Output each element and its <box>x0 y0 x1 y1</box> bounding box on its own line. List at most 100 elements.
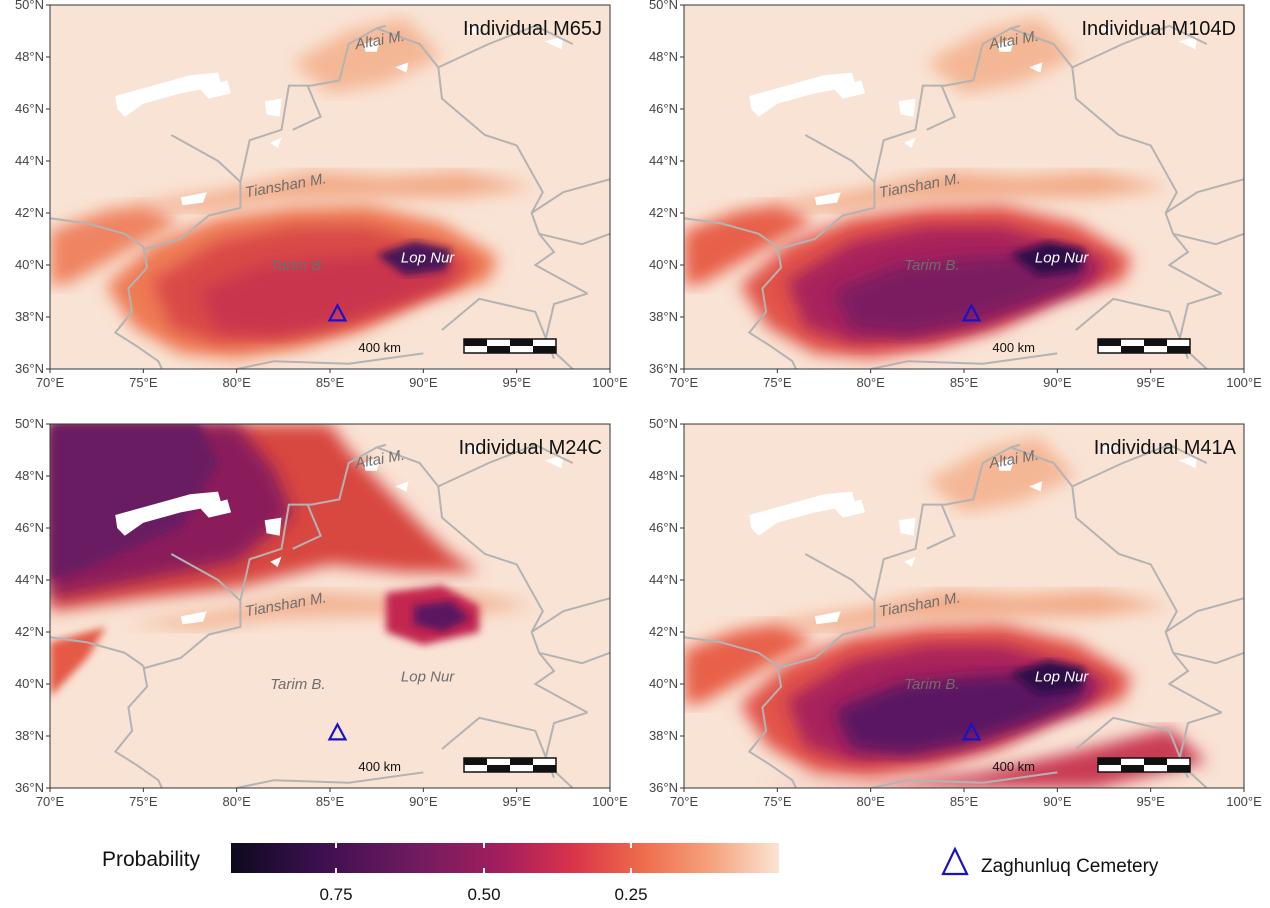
lake-area <box>1029 481 1043 492</box>
panel-title: Individual M65J <box>463 18 602 40</box>
x-tick-label: 70°E <box>36 375 65 390</box>
cemetery-marker <box>961 303 982 322</box>
x-tick-label: 100°E <box>1226 375 1262 390</box>
x-tick-label: 100°E <box>592 375 628 390</box>
scale-bar-segment <box>1167 765 1190 772</box>
lake-area <box>814 192 841 206</box>
x-tick-label: 100°E <box>592 794 628 809</box>
x-tick-label: 85°E <box>950 794 979 809</box>
lake-area <box>180 611 207 625</box>
y-tick-label: 36°N <box>15 780 44 795</box>
lake-area <box>544 36 564 50</box>
place-label-tarim: Tarim B. <box>904 676 959 693</box>
y-tick-label: 40°N <box>649 257 678 272</box>
border-line <box>531 597 610 633</box>
place-label-lopnur: Lop Nur <box>401 249 455 266</box>
y-tick-label: 46°N <box>15 101 44 116</box>
border-line <box>538 651 610 665</box>
y-tick-label: 40°N <box>649 676 678 691</box>
colorbar-tick-label: 0.25 <box>614 885 647 904</box>
lake-area <box>395 62 409 73</box>
lake-area <box>264 98 282 117</box>
scale-bar-segment <box>1098 758 1121 765</box>
border-line <box>543 711 588 788</box>
lake-area <box>904 556 916 567</box>
scale-bar: 400 km <box>358 757 557 774</box>
lake-area <box>199 499 232 518</box>
lake-area <box>180 192 207 206</box>
x-tick-label: 70°E <box>36 794 65 809</box>
scale-bar-segment <box>510 339 533 346</box>
y-tick-label: 42°N <box>15 624 44 639</box>
place-label-lopnur: Lop Nur <box>401 668 455 685</box>
x-tick-label: 75°E <box>763 375 792 390</box>
border-line <box>1075 716 1189 778</box>
colorbar-tick-label: 0.50 <box>467 885 500 904</box>
map-panel-m41a: Altai M.Tianshan M.Tarim B. Lop NurIndivi… <box>649 416 1262 809</box>
lake-area <box>749 491 856 536</box>
altai-zone <box>926 18 1076 94</box>
place-label-tarim: Tarim B. <box>904 257 959 274</box>
x-tick-label: 80°E <box>856 794 885 809</box>
border-line <box>376 27 589 295</box>
border-line <box>292 85 322 131</box>
border-line <box>236 771 424 788</box>
border-line <box>376 446 589 714</box>
lake-area <box>1100 444 1116 456</box>
lake-area <box>115 72 222 117</box>
raster-layer: Altai M.Tianshan M.Tarim B. Lop NurIndivi… <box>684 5 1244 369</box>
scale-bar-segment <box>1098 339 1121 346</box>
border-line <box>1071 443 1208 488</box>
border-line <box>804 134 876 183</box>
y-tick-label: 38°N <box>649 309 678 324</box>
probability-core-dark <box>50 424 218 580</box>
border-line <box>441 716 555 778</box>
place-label-lopnur: Lop Nur <box>1035 668 1089 685</box>
lake-area <box>270 556 282 567</box>
map-panel-m65j: Altai M.Tianshan M.Tarim B. Lop NurIndivi… <box>15 0 628 390</box>
x-tick-label: 90°E <box>1043 375 1072 390</box>
cemetery-marker <box>327 303 348 322</box>
altai-zone <box>292 18 442 94</box>
place-label-lopnur: Lop Nur <box>1035 249 1089 266</box>
lopnur-core <box>1010 660 1086 695</box>
x-tick-label: 95°E <box>502 794 531 809</box>
border-line <box>170 134 242 183</box>
lopnur-core <box>1010 241 1086 276</box>
scale-bar-segment <box>1121 765 1144 772</box>
west-zone <box>684 205 815 286</box>
scale-bar-label: 400 km <box>992 759 1035 774</box>
lake-area <box>264 517 282 536</box>
border-line <box>543 292 588 369</box>
x-tick-label: 90°E <box>1043 794 1072 809</box>
border-line <box>441 297 555 359</box>
y-tick-label: 40°N <box>15 676 44 691</box>
border-line <box>437 443 574 488</box>
lake-area <box>544 455 564 469</box>
tarim-core <box>199 254 457 336</box>
lake-area <box>199 80 232 99</box>
map-panel-m104d: Altai M.Tianshan M.Tarim B. Lop NurIndivi… <box>649 0 1262 390</box>
lake-area <box>898 517 916 536</box>
y-tick-label: 48°N <box>15 49 44 64</box>
altai-zone <box>926 437 1076 513</box>
raster-layer: Altai M.Tianshan M.Tarim B. Lop NurIndivi… <box>684 424 1244 788</box>
y-tick-label: 46°N <box>15 520 44 535</box>
cemetery-legend-label: Zaghunluq Cemetery <box>981 856 1159 877</box>
border-line <box>1071 24 1208 69</box>
scale-bar-segment <box>1167 346 1190 353</box>
x-tick-label: 90°E <box>409 794 438 809</box>
lake-area <box>466 444 482 456</box>
y-tick-label: 36°N <box>649 361 678 376</box>
border-line <box>1010 27 1223 295</box>
cemetery-marker <box>327 722 348 741</box>
map-panel-m24c: Altai M.Tianshan M.Tarim B. Lop NurIndivi… <box>15 416 628 809</box>
scale-bar-label: 400 km <box>358 759 401 774</box>
eastern-core <box>414 600 470 632</box>
x-tick-label: 100°E <box>1226 794 1262 809</box>
lopnur-core <box>376 241 452 276</box>
colorbar <box>231 843 779 873</box>
border-line <box>1010 446 1223 714</box>
x-tick-label: 80°E <box>856 375 885 390</box>
